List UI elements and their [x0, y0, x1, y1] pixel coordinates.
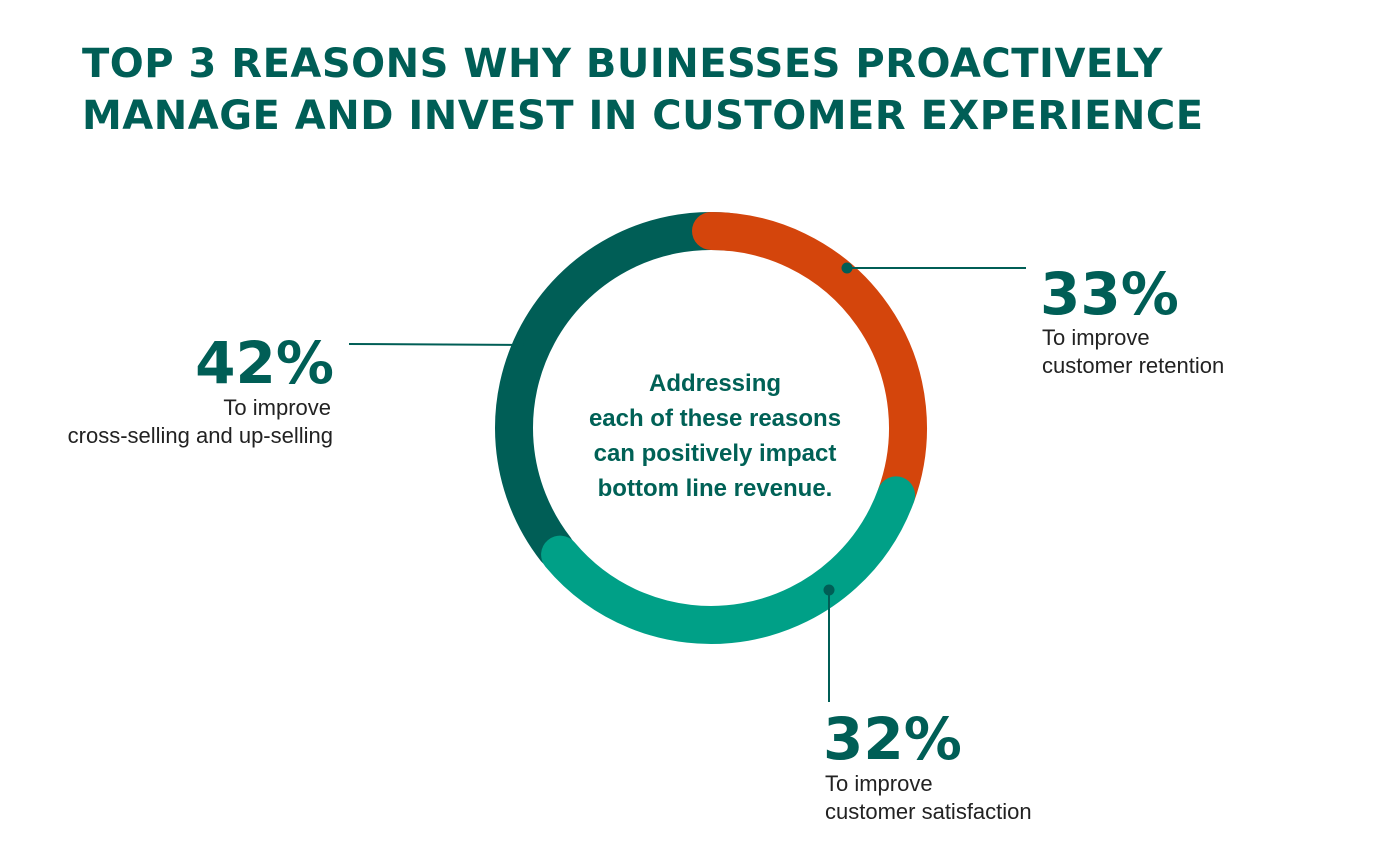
leader-lines: [348, 262, 1026, 702]
leader-dot-crossselling: [523, 339, 535, 351]
center-text: Addressing each of these reasons can pos…: [545, 366, 885, 506]
data-label-crossselling-line-1: To improve: [223, 395, 331, 420]
data-label-retention-line-2: customer retention: [1042, 353, 1225, 378]
center-text-line-2: each of these reasons: [588, 405, 842, 432]
leader-dot-satisfaction: [823, 584, 835, 596]
center-text-line-1: Addressing: [648, 370, 782, 397]
chart-title-line-1: TOP 3 REASONS WHY BUINESSES PROACTIVELY: [82, 41, 1163, 87]
data-label-retention-value: 33%: [1040, 260, 1179, 328]
chart-title-line-2: MANAGE AND INVEST IN CUSTOMER EXPERIENCE: [82, 93, 1204, 139]
data-label-satisfaction-line-1: To improve: [825, 771, 933, 796]
donut-segment-satisfaction: [541, 476, 916, 644]
data-label-satisfaction-value: 32%: [823, 705, 962, 773]
center-text-line-4: bottom line revenue.: [597, 475, 833, 502]
data-label-satisfaction-line-2: customer satisfaction: [825, 799, 1032, 824]
donut-segment-retention: [692, 212, 927, 515]
data-label-crossselling-value: 42%: [195, 329, 334, 397]
leader-line-crossselling: [348, 343, 530, 346]
chart-title: TOP 3 REASONS WHY BUINESSES PROACTIVELY …: [82, 38, 1282, 142]
donut-arcs: [495, 212, 927, 644]
data-label-retention-line-1: To improve: [1042, 325, 1150, 350]
data-label-crossselling-line-2: cross-selling and up-selling: [67, 423, 333, 448]
donut-segment-crossselling: [495, 212, 748, 569]
leader-dot-retention: [841, 262, 853, 274]
center-text-line-3: can positively impact: [593, 440, 837, 467]
